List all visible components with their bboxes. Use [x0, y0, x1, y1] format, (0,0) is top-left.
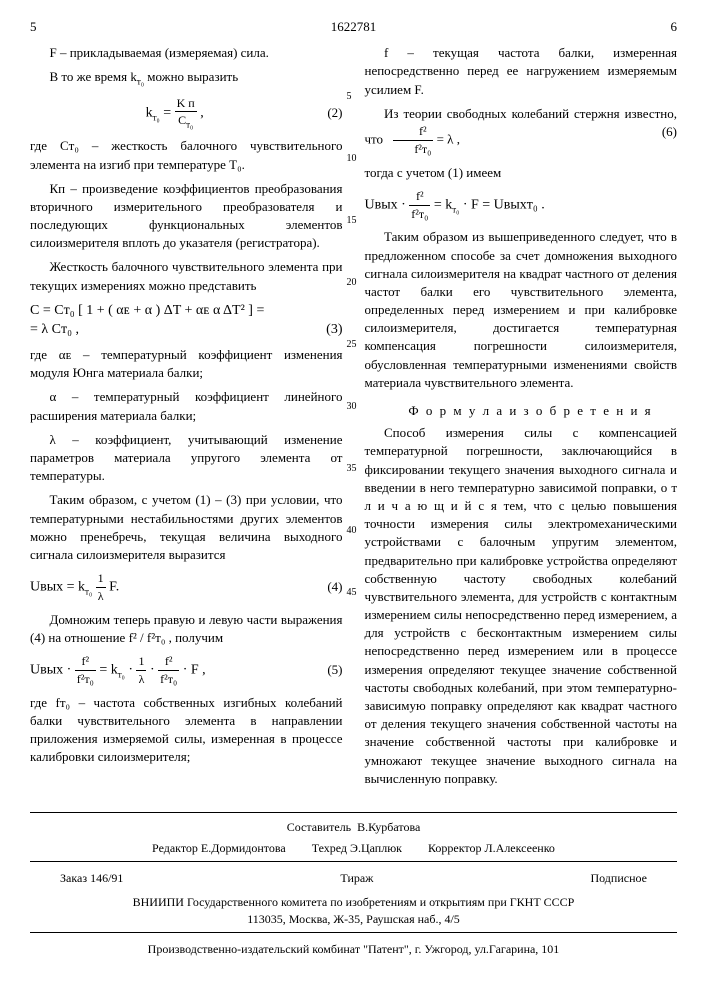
equation-3: C = Cᴛ₀ [ 1 + ( αᴇ + α ) ΔT + αᴇ α ΔT² ]… [30, 301, 343, 340]
c1-p4: Кп – произведение коэффициентов преобраз… [30, 180, 343, 253]
c1-p7: α – температурный коэффициент линейного … [30, 388, 343, 424]
body-columns: F – прикладываемая (измеряемая) сила. В … [30, 44, 677, 794]
printer-line: Производственно-издательский комбинат "П… [30, 941, 677, 958]
separator-3 [30, 932, 677, 933]
patent-number: 1622781 [331, 18, 377, 36]
page-right: 6 [671, 18, 678, 36]
org-block: ВНИИПИ Государственного комитета по изоб… [30, 894, 677, 928]
c1-p6: где αᴇ – температурный коэффициент измен… [30, 346, 343, 382]
tick-30: 30 [347, 400, 357, 414]
tick-15: 15 [347, 214, 357, 228]
separator-1 [30, 812, 677, 813]
tick-20: 20 [347, 276, 357, 290]
separator-2 [30, 861, 677, 862]
tick-5: 5 [347, 90, 352, 104]
c1-p11: где fᴛ₀ – частота собственных изгибных к… [30, 694, 343, 767]
equation-4: Uвых = kт₀ 1λ F. (4) [30, 570, 343, 605]
equation-7: Uвых · f²f²ᴛ₀ = kт₀ · F = Uвыхᴛ₀ . [365, 188, 678, 223]
tick-40: 40 [347, 524, 357, 538]
c1-p2: В то же время kт₀ можно выразить [30, 68, 343, 88]
credits-row-2: Редактор Е.Дормидонтова Техред Э.Цаплюк … [30, 840, 677, 857]
c2-p1: f – текущая частота балки, измеренная не… [365, 44, 678, 99]
tick-25: 25 [347, 338, 357, 352]
page-left: 5 [30, 18, 37, 36]
tick-35: 35 [347, 462, 357, 476]
tick-10: 10 [347, 152, 357, 166]
c2-p2: Из теории свободных колебаний стержня из… [365, 105, 678, 158]
tick-45: 45 [347, 586, 357, 600]
c1-p10: Домножим теперь правую и левую части выр… [30, 611, 343, 647]
equation-2: kт₀ = K пCт₀ , (2) [30, 95, 343, 132]
c2-p5: Способ измерения силы с компенсацией тем… [365, 424, 678, 788]
equation-5: Uвых · f²f²ᴛ₀ = kт₀ · 1λ · f²f²ᴛ₀ · F , … [30, 653, 343, 688]
c1-p9: Таким образом, с учетом (1) – (3) при ус… [30, 491, 343, 564]
order-row: Заказ 146/91 Тираж Подписное [60, 870, 647, 887]
left-column: F – прикладываемая (измеряемая) сила. В … [30, 44, 343, 794]
c1-p5: Жесткость балочного чувствительного элем… [30, 258, 343, 294]
c1-p3: где Сᴛ₀ – жесткость балочного чувствител… [30, 137, 343, 173]
right-column: 5 10 15 20 25 30 35 40 45 f – текущая ча… [365, 44, 678, 794]
c2-p3: тогда с учетом (1) имеем [365, 164, 678, 182]
c2-p4: Таким образом из вышеприведенного следуе… [365, 228, 678, 392]
c1-p1: F – прикладываемая (измеряемая) сила. [30, 44, 343, 62]
page-header: 5 1622781 6 [30, 18, 677, 36]
c1-p8: λ – коэффициент, учитывающий изменение п… [30, 431, 343, 486]
formula-title: Ф о р м у л а и з о б р е т е н и я [365, 402, 678, 420]
credits-row-1: Составитель В.Курбатова [30, 819, 677, 836]
